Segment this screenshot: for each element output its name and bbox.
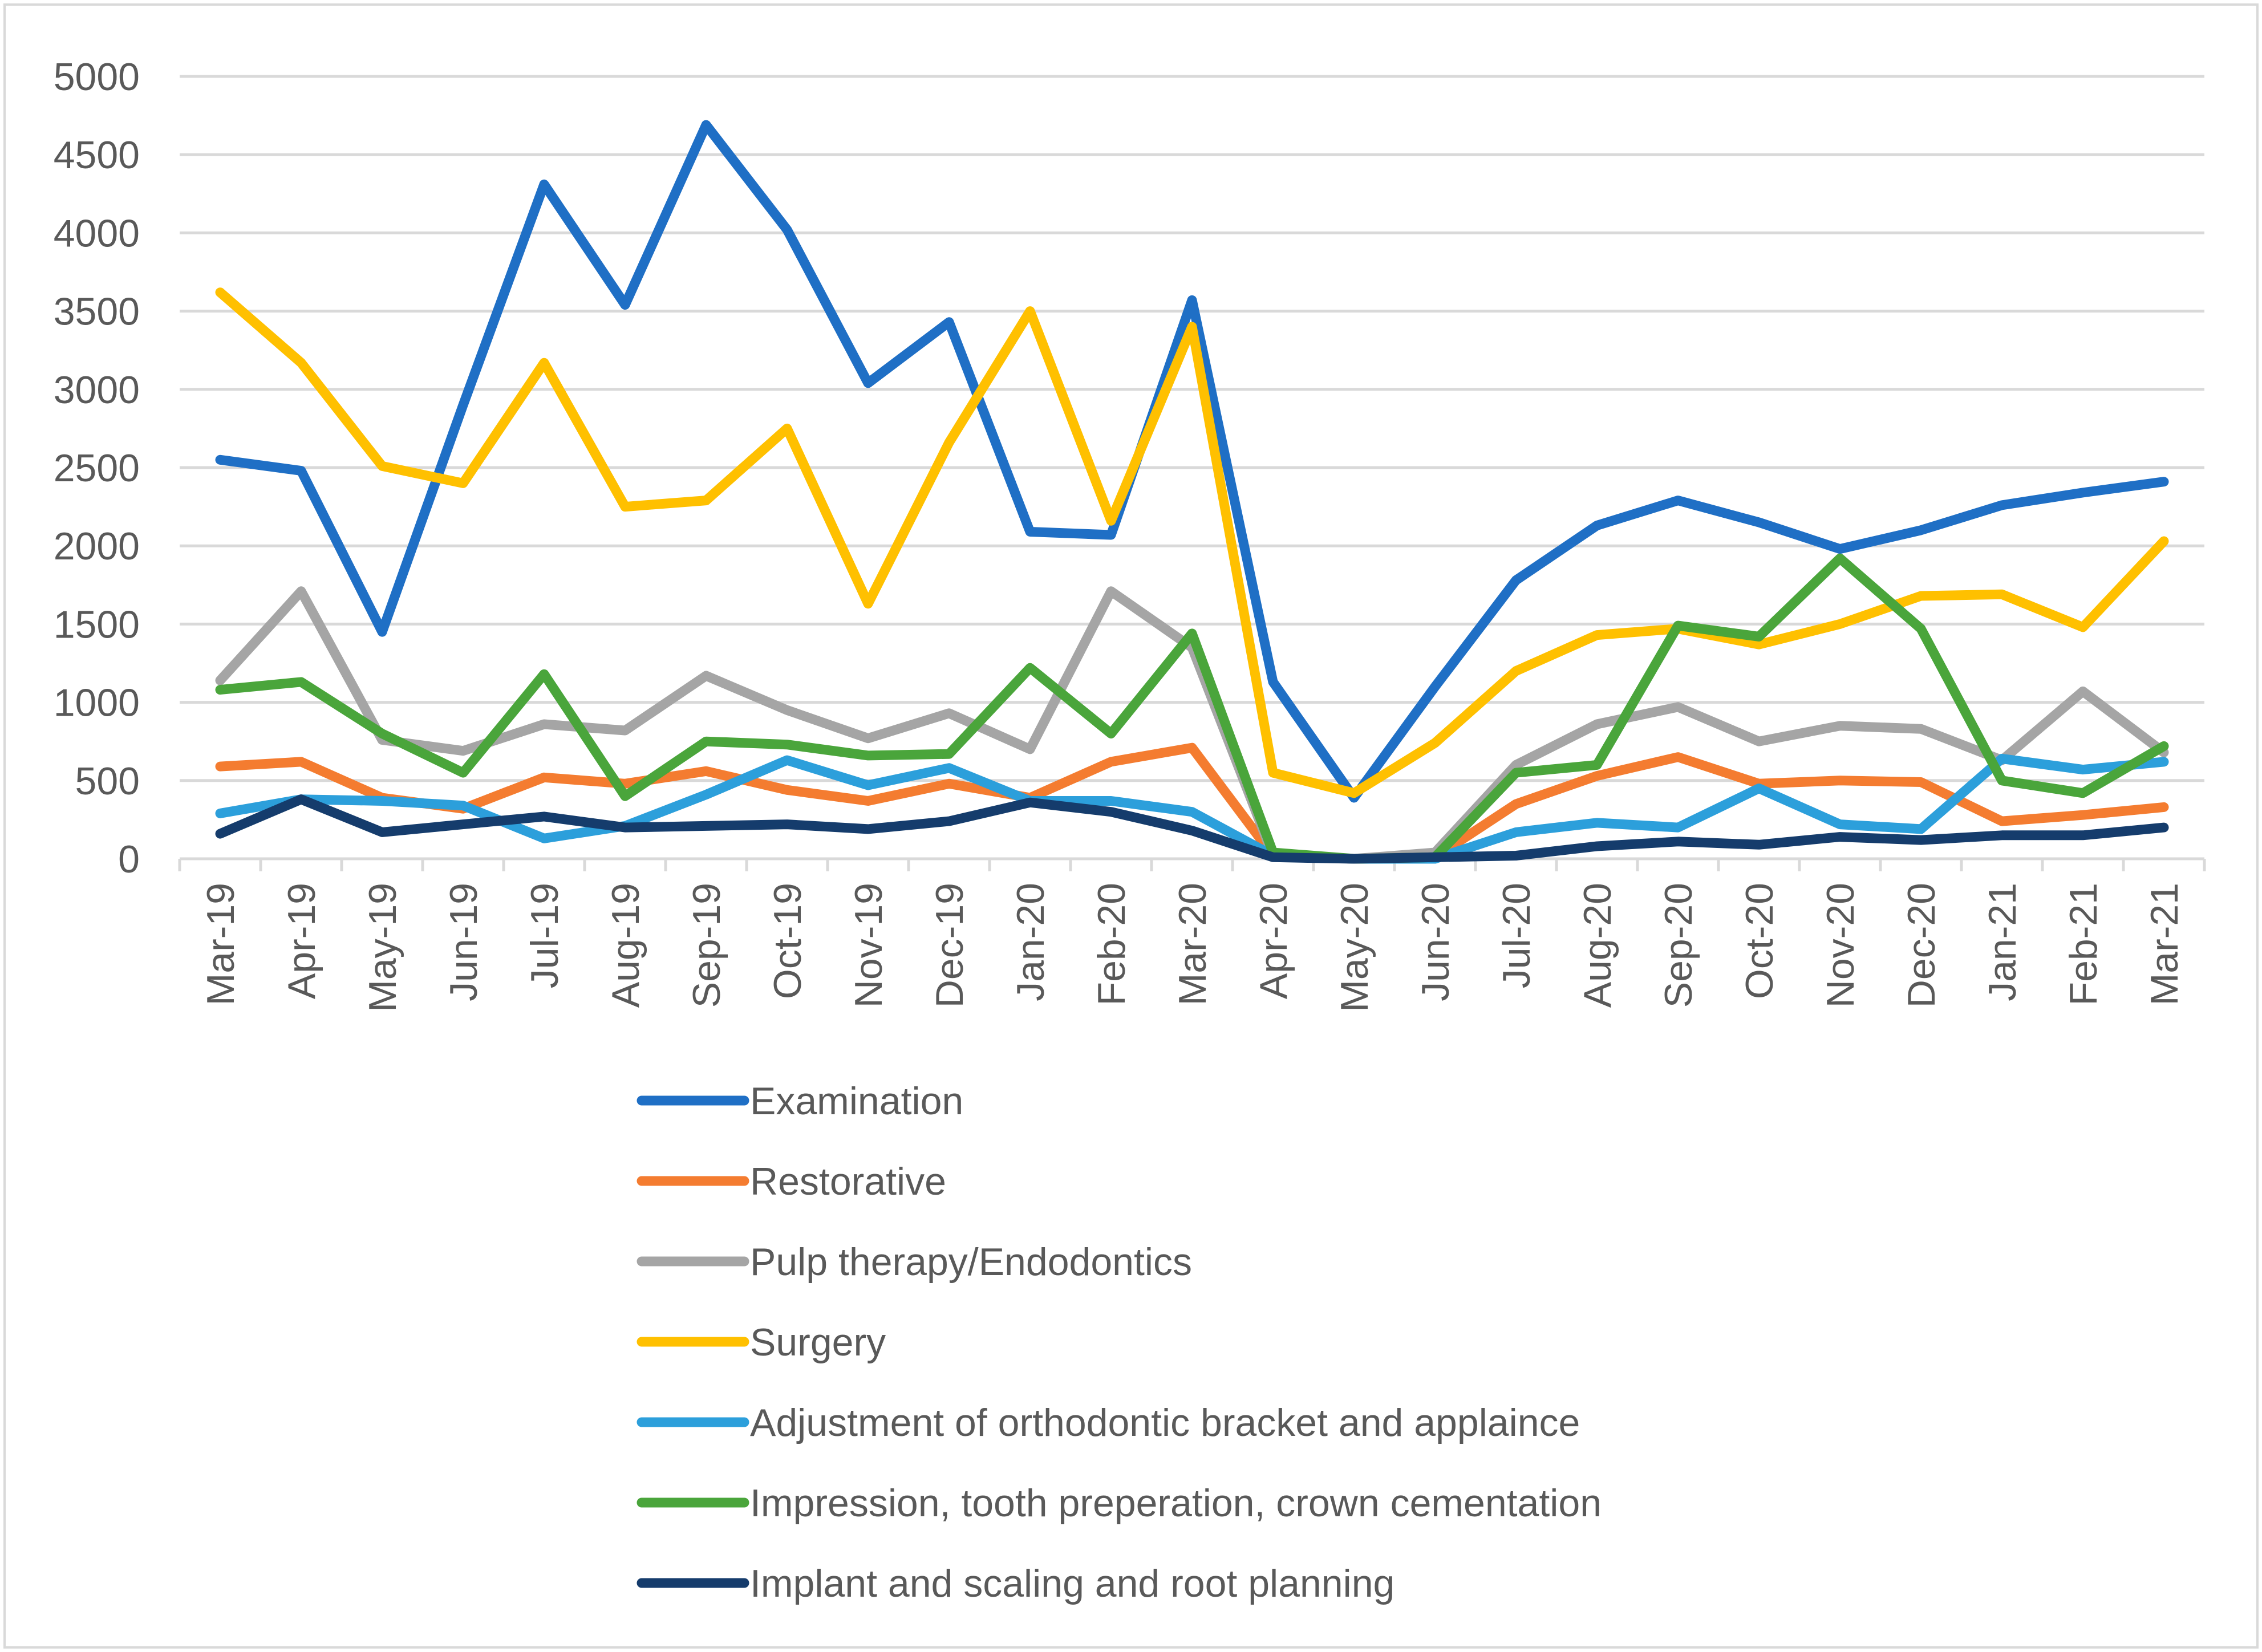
y-tick-label: 4000	[54, 212, 140, 255]
x-tick-label: Jul-20	[1495, 883, 1538, 988]
series-line-2	[215, 742, 2169, 864]
x-tick-label: Apr-20	[1252, 883, 1295, 999]
y-tick-label: 1000	[54, 681, 140, 725]
x-tick-label: Dec-19	[928, 883, 971, 1008]
legend-label: Pulp therapy/Endodontics	[750, 1240, 1192, 1284]
series-lines	[215, 120, 2169, 864]
axes	[178, 857, 2206, 871]
x-tick-label: Apr-19	[280, 883, 323, 999]
series-line-7	[215, 794, 2169, 864]
x-tick-label: Sep-20	[1657, 883, 1700, 1008]
x-tick-label: Sep-19	[685, 883, 728, 1008]
x-tick-label: Jun-20	[1414, 883, 1457, 1001]
x-tick-label: Jan-21	[1981, 883, 2024, 1001]
x-tick-label: Mar-21	[2143, 883, 2186, 1005]
legend-label: Surgery	[750, 1321, 886, 1364]
y-tick-label: 3500	[54, 290, 140, 334]
y-tick-label: 500	[75, 760, 140, 803]
x-tick-label: Nov-20	[1819, 883, 1862, 1008]
y-tick-label: 2500	[54, 447, 140, 490]
x-tick-label: Jul-19	[523, 883, 566, 988]
x-tick-label: May-20	[1333, 883, 1376, 1012]
legend-label: Examination	[750, 1079, 963, 1123]
series-line-6	[215, 553, 2169, 864]
chart-frame: 0 500 1000 1500 2000 2500 3000 3500 4000 4500 5000…	[3, 3, 2259, 1649]
y-tick-label: 2000	[54, 525, 140, 568]
x-tick-label: Oct-19	[766, 883, 809, 999]
x-tick-label: Feb-20	[1090, 883, 1133, 1005]
series-line-5	[215, 753, 2169, 864]
legend-item: Surgery	[637, 1321, 886, 1364]
x-tick-label: Jun-19	[442, 883, 485, 1001]
line-chart: 0 500 1000 1500 2000 2500 3000 3500 4000 4500 5000…	[54, 55, 2206, 1605]
x-tick-label: Mar-20	[1171, 883, 1214, 1005]
legend-label: Adjustment of orthodontic bracket and ap…	[750, 1401, 1580, 1444]
legend-item: Adjustment of orthodontic bracket and ap…	[637, 1401, 1580, 1444]
legend-item: Impression, tooth preperation, crown cem…	[637, 1481, 1602, 1525]
x-tick-label: Jan-20	[1009, 883, 1052, 1001]
y-tick-label: 0	[118, 838, 140, 881]
x-tick-label: Nov-19	[847, 883, 890, 1008]
legend-item: Examination	[637, 1079, 963, 1123]
legend-item: Restorative	[637, 1160, 946, 1203]
legend-item: Pulp therapy/Endodontics	[637, 1240, 1192, 1284]
x-tick-label: Dec-20	[1900, 883, 1943, 1008]
legend: Examination Restorative Pulp therapy/Endod…	[637, 1079, 1602, 1605]
legend-label: Implant and scaling and root planning	[750, 1562, 1395, 1605]
x-tick-label: May-19	[361, 883, 404, 1012]
y-tick-labels: 0 500 1000 1500 2000 2500 3000 3500 4000 4500 5000	[54, 55, 140, 881]
legend-label: Restorative	[750, 1160, 946, 1203]
x-tick-label: Aug-20	[1576, 883, 1619, 1008]
y-tick-label: 1500	[54, 603, 140, 646]
x-tick-labels: Mar-19 Apr-19 May-19 Jun-19 Jul-19 Aug-19 Sep-…	[199, 883, 2186, 1012]
y-tick-label: 5000	[54, 55, 140, 99]
y-tick-label: 4500	[54, 133, 140, 177]
legend-item: Implant and scaling and root planning	[637, 1562, 1395, 1605]
x-tick-label: Feb-21	[2062, 883, 2105, 1005]
legend-label: Impression, tooth preperation, crown cem…	[750, 1481, 1602, 1525]
y-tick-label: 3000	[54, 368, 140, 412]
x-tick-label: Aug-19	[604, 883, 647, 1008]
x-tick-label: Mar-19	[199, 883, 242, 1005]
series-line-4	[215, 287, 2169, 798]
series-line-3	[215, 586, 2169, 864]
gridlines	[180, 75, 2204, 782]
series-line-1	[215, 120, 2169, 803]
x-tick-label: Oct-20	[1738, 883, 1781, 999]
